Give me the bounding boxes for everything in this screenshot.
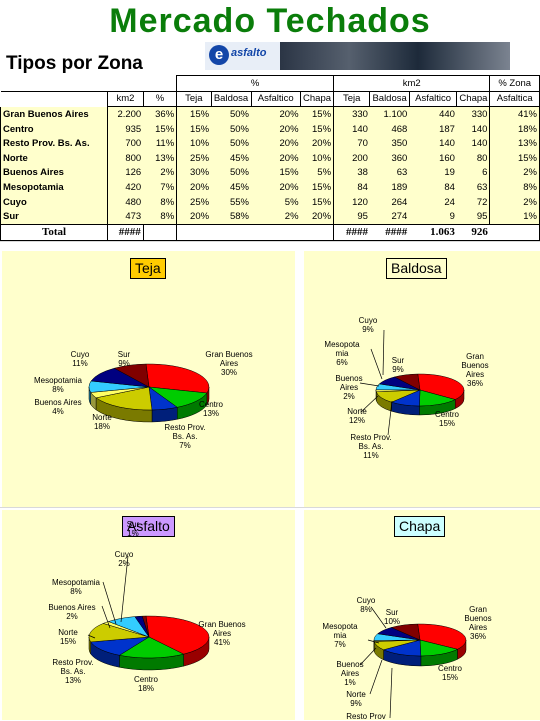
data-label-name: Norte xyxy=(346,690,366,699)
data-label-name: Centro xyxy=(438,664,462,673)
data-label-value: 7% xyxy=(334,640,346,649)
data-label-value: 9% xyxy=(350,699,362,708)
data-label-name: Mesopota mia xyxy=(322,622,357,640)
data-label-value: 10% xyxy=(384,617,400,626)
data-label-value: 8% xyxy=(360,605,372,614)
chart-title-chapa[interactable]: Chapa xyxy=(394,516,445,537)
leader-line xyxy=(390,668,392,718)
data-label-name: Gran Buenos Aires xyxy=(464,605,491,632)
data-label-value: 1% xyxy=(344,678,356,687)
data-label-value: 36% xyxy=(470,632,486,641)
data-label-name: Cuyo xyxy=(357,596,376,605)
data-label-name: Buenos Aires xyxy=(336,660,363,678)
data-label-name: Sur xyxy=(386,608,398,617)
leader-line xyxy=(370,660,382,694)
data-label-value: 15% xyxy=(442,673,458,682)
